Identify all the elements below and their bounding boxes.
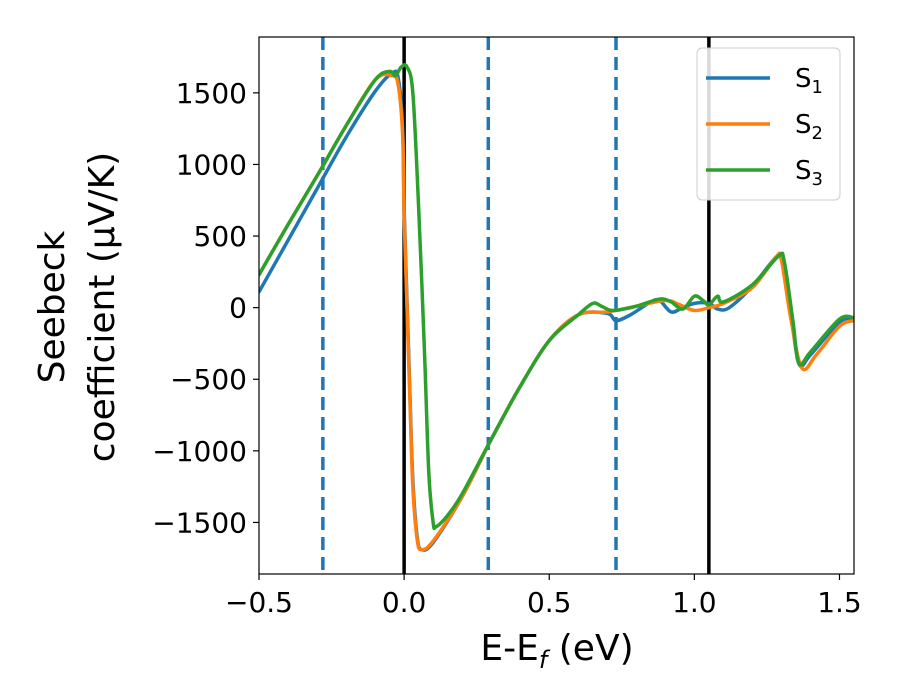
- x-tick-label: 1.5: [817, 586, 862, 619]
- y-tick-label: 500: [194, 220, 247, 253]
- y-axis-label: Seebeck coefficient (μV/K): [32, 152, 123, 462]
- x-tick-label: 1.0: [672, 586, 717, 619]
- plot-frame: [258, 36, 855, 575]
- x-tick-label: 0.0: [382, 586, 427, 619]
- legend-label-s3: S3: [795, 156, 823, 190]
- x-tick-label: −0.5: [225, 586, 293, 619]
- y-axis-ticks: −1500 −1000 −500 0 500 1000 1500: [152, 77, 259, 539]
- legend-label-s2: S2: [795, 110, 823, 144]
- series-lines: [259, 63, 854, 552]
- legend-label-s1: S1: [795, 64, 823, 98]
- y-tick-label: 0: [229, 292, 247, 325]
- x-axis-label: E-Ef (eV): [480, 628, 633, 674]
- y-axis-label-line1: Seebeck: [32, 230, 73, 383]
- y-tick-label: 1000: [176, 148, 247, 181]
- y-tick-label: −1000: [152, 435, 247, 468]
- x-tick-label: 0.5: [527, 586, 572, 619]
- x-axis-ticks: −0.5 0.0 0.5 1.0 1.5: [225, 574, 862, 619]
- series-line-s3: [259, 63, 854, 531]
- y-tick-label: −1500: [152, 506, 247, 539]
- y-tick-label: 1500: [176, 77, 247, 110]
- y-tick-label: −500: [170, 363, 247, 396]
- legend: S1 S2 S3: [696, 47, 841, 201]
- vertical-reference-lines: [321, 37, 711, 574]
- y-axis-label-line2: coefficient (μV/K): [82, 152, 123, 462]
